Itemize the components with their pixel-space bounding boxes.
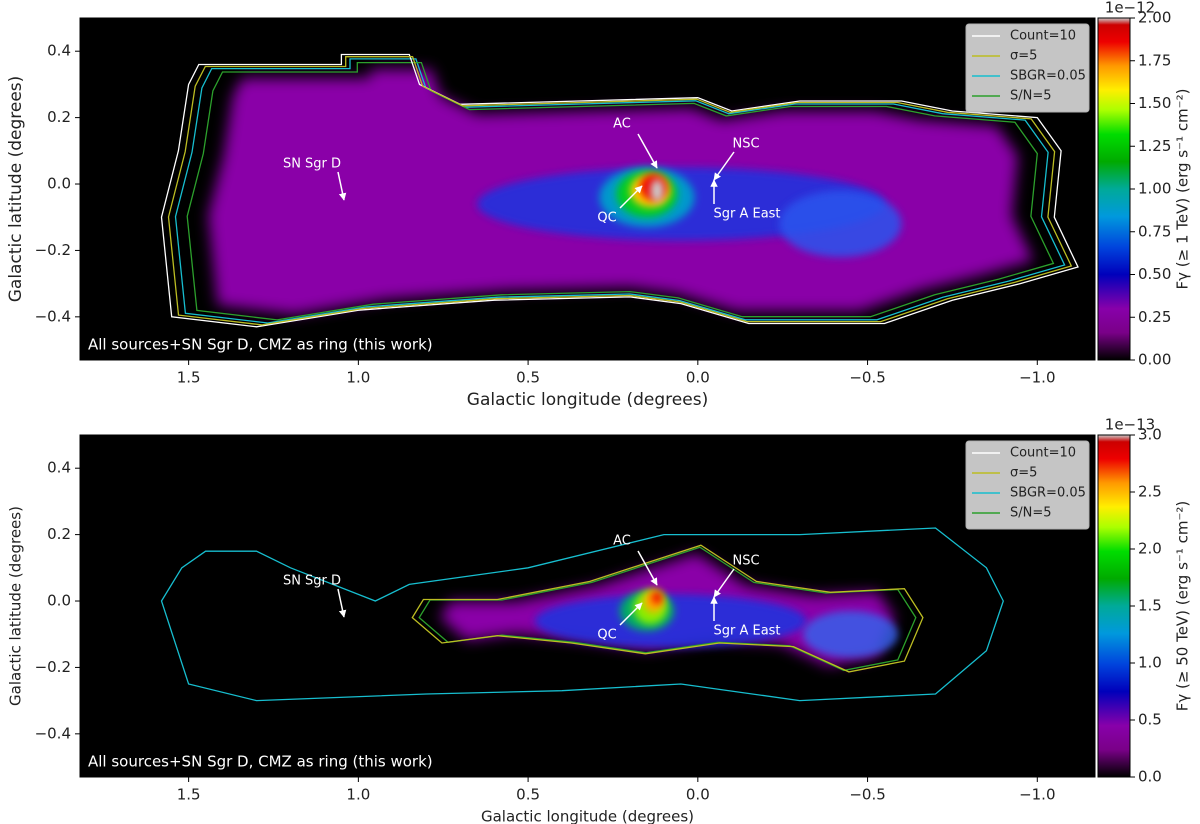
annotation: QC: [597, 211, 616, 226]
y-axis-label: Galactic latitude (degrees): [7, 506, 25, 706]
colorbar-tick-label: 2.5: [1138, 483, 1162, 501]
annotation: AC: [613, 117, 631, 132]
colorbar-tick-label: 1.00: [1138, 180, 1171, 198]
colorbar-tick-label: 1.5: [1138, 597, 1162, 615]
legend-label: S/N=5: [1010, 89, 1052, 104]
colorbar-tick-label: 2.0: [1138, 540, 1162, 558]
x-tick-label: −1.0: [1019, 369, 1055, 387]
legend: Count=10 σ=5 SBGR=0.05 S/N=5: [965, 440, 1090, 530]
colorbar-tick-label: 0.5: [1138, 711, 1162, 729]
annotation-arrow: [637, 550, 658, 586]
colorbar-label: Fγ (≥ 50 TeV) (erg s⁻¹ cm⁻²): [1174, 501, 1192, 711]
legend-label: σ=5: [1010, 466, 1037, 481]
annotation: QC: [597, 628, 616, 643]
emission-blob: [651, 591, 663, 604]
annotation: SN Sgr D: [283, 157, 341, 172]
emission-blob: [650, 179, 664, 203]
contour: [160, 527, 1005, 702]
y-tick-label: 0.4: [47, 459, 71, 477]
colorbar-tick-label: 0.25: [1138, 308, 1171, 326]
y-tick-label: −0.2: [35, 241, 71, 259]
emission-blob: [803, 610, 899, 658]
plot-frame: [79, 17, 1096, 361]
y-tick-label: 0.0: [47, 175, 71, 193]
plot-frame: [79, 434, 1096, 778]
contour: [411, 544, 924, 673]
legend-label: Count=10: [1010, 29, 1076, 44]
x-tick-label: −1.0: [1019, 786, 1055, 804]
x-tick-label: 1.0: [346, 369, 370, 387]
heatmap: [80, 435, 1095, 777]
colorbar: [1097, 434, 1131, 778]
annotation-arrow: [713, 151, 735, 181]
annotation: NSC: [732, 554, 759, 569]
annotation: Sgr A East: [713, 207, 780, 222]
colorbar-label: Fγ (≥ 1 TeV) (erg s⁻¹ cm⁻²): [1174, 89, 1192, 290]
x-tick-label: −0.5: [849, 369, 885, 387]
contour: [167, 56, 1073, 326]
legend-label: S/N=5: [1010, 506, 1052, 521]
y-tick-label: 0.2: [47, 525, 71, 543]
y-tick-label: −0.2: [35, 658, 71, 676]
legend-box: [965, 23, 1090, 113]
colorbar-tick-label: 1.75: [1138, 51, 1171, 69]
annotation: NSC: [732, 137, 759, 152]
x-tick-label: −0.5: [849, 786, 885, 804]
annotation-arrow: [637, 133, 658, 169]
x-tick-label: 1.0: [346, 786, 370, 804]
x-tick-label: 1.5: [177, 786, 201, 804]
y-tick-label: −0.4: [35, 307, 71, 325]
legend-box: [965, 440, 1090, 530]
emission-blob: [534, 594, 807, 648]
x-tick-label: 0.0: [686, 786, 710, 804]
colorbar-tick-label: 3.0: [1138, 426, 1162, 444]
legend-label: σ=5: [1010, 49, 1037, 64]
legend-label: Count=10: [1010, 446, 1076, 461]
colorbar-tick-label: 0.00: [1138, 351, 1171, 369]
x-tick-label: 0.5: [516, 786, 540, 804]
colorbar-tick-label: 0.75: [1138, 222, 1171, 240]
annotation-arrow: [337, 171, 347, 201]
x-tick-label: 0.5: [516, 369, 540, 387]
colorbar: [1097, 17, 1131, 361]
panel-text: All sources+SN Sgr D, CMZ as ring (this …: [88, 336, 433, 354]
x-axis-label: Galactic longitude (degrees): [467, 390, 708, 410]
colorbar-tick-label: 1.0: [1138, 654, 1162, 672]
x-axis-label: Galactic longitude (degrees): [481, 808, 694, 824]
y-axis-label: Galactic latitude (degrees): [6, 76, 26, 303]
x-tick-label: 0.0: [686, 369, 710, 387]
legend-label: SBGR=0.05: [1010, 69, 1086, 84]
y-tick-label: 0.2: [47, 108, 71, 126]
y-tick-label: 0.4: [47, 42, 71, 60]
y-tick-label: −0.4: [35, 724, 71, 742]
colorbar-tick-label: 0.0: [1138, 768, 1162, 786]
annotation: AC: [613, 534, 631, 549]
annotation-arrow: [619, 602, 643, 626]
contour: [418, 546, 917, 672]
annotation-arrow: [337, 588, 347, 618]
emission-blob: [779, 190, 902, 258]
legend-label: SBGR=0.05: [1010, 486, 1086, 501]
colorbar-offset: 1e−12: [1105, 0, 1155, 17]
annotation-arrow: [619, 185, 643, 209]
colorbar-tick-label: 1.50: [1138, 94, 1171, 112]
panel-text: All sources+SN Sgr D, CMZ as ring (this …: [88, 753, 433, 771]
x-tick-label: 1.5: [177, 369, 201, 387]
annotation: SN Sgr D: [283, 574, 341, 589]
annotation-arrow: [713, 568, 735, 598]
annotation: Sgr A East: [713, 624, 780, 639]
colorbar-tick-label: 0.50: [1138, 265, 1171, 283]
colorbar-tick-label: 1.25: [1138, 137, 1171, 155]
colorbar-tick-label: 2.00: [1138, 9, 1171, 27]
colorbar-offset: 1e−13: [1105, 416, 1155, 434]
contour: [186, 61, 1055, 321]
y-tick-label: 0.0: [47, 592, 71, 610]
heatmap: [80, 18, 1095, 360]
legend: Count=10 σ=5 SBGR=0.05 S/N=5: [965, 23, 1090, 113]
